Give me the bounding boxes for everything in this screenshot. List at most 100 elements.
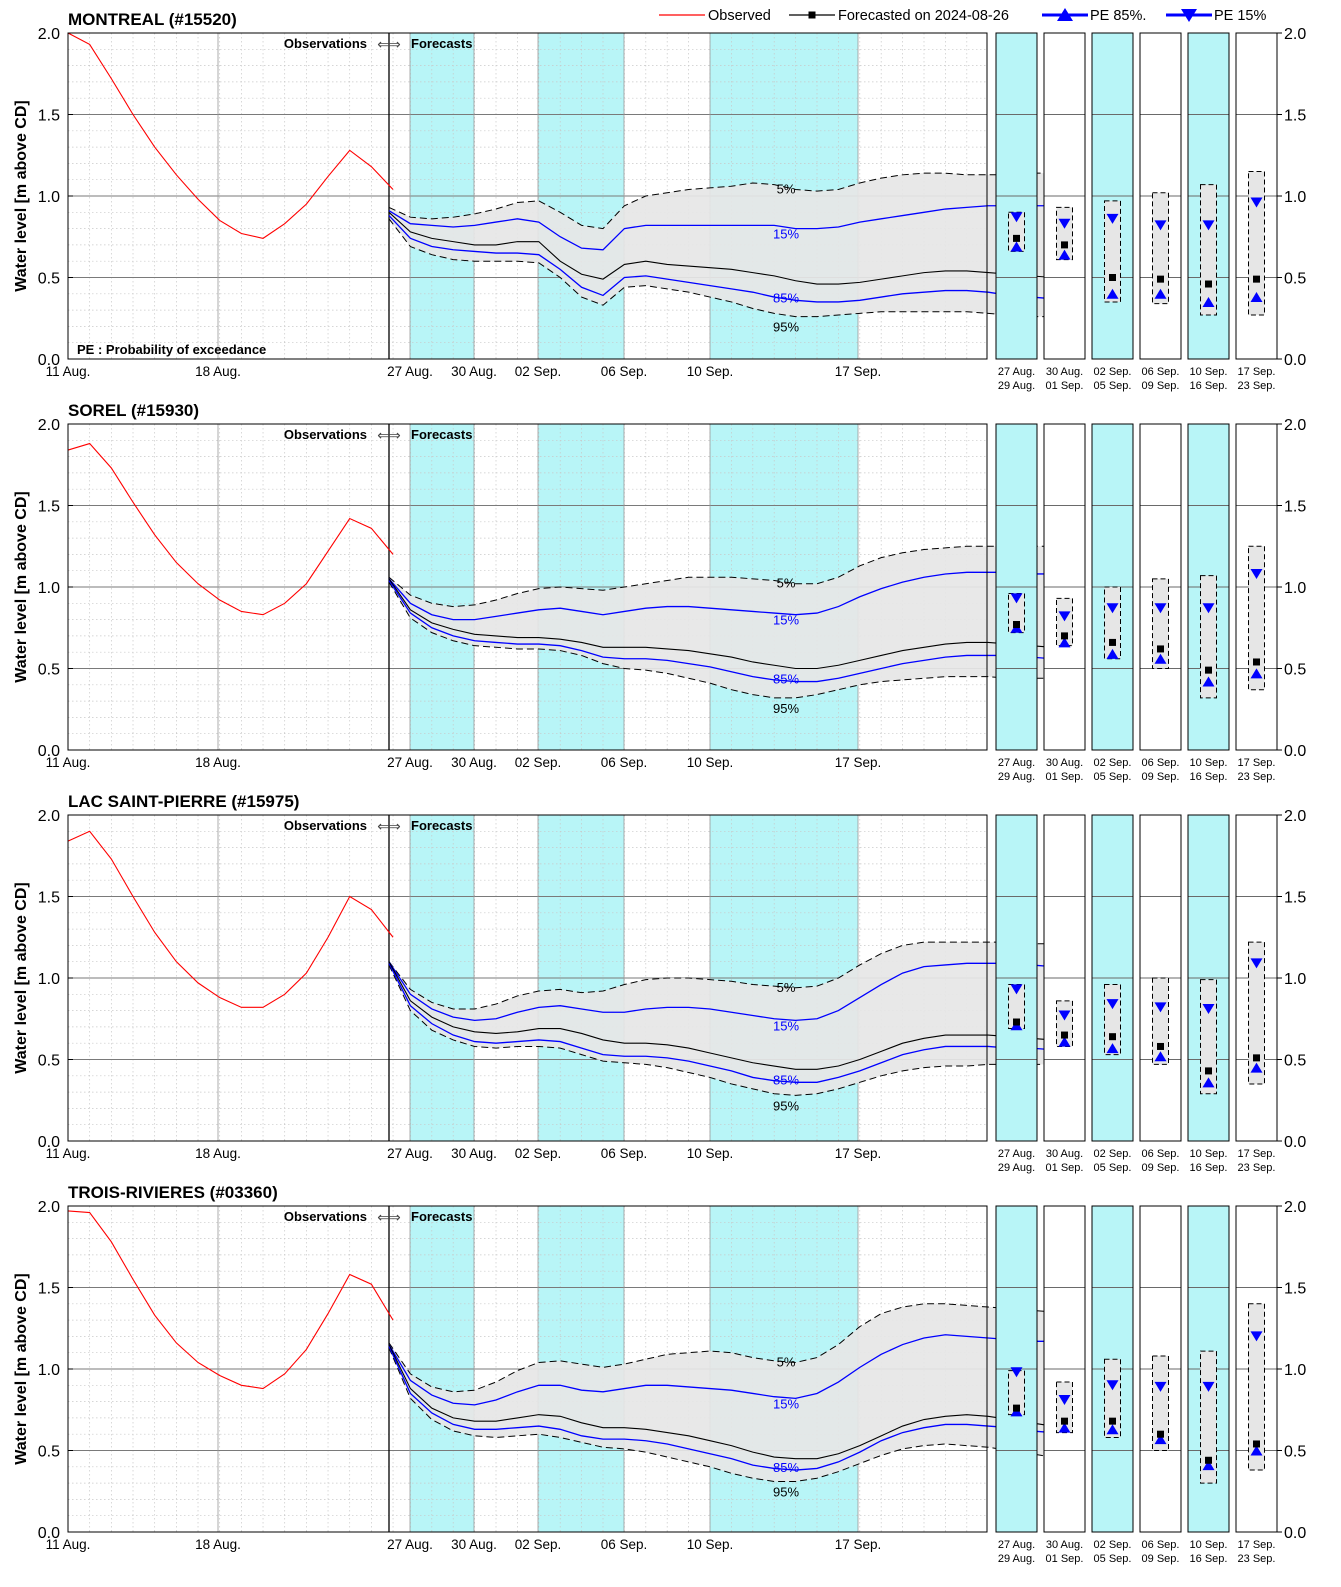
weekly-range-box — [1104, 1358, 1121, 1438]
percentile-label: 95% — [773, 1098, 799, 1113]
pe85-marker — [1154, 1434, 1167, 1445]
forecast-marker — [1061, 632, 1068, 640]
weekly-start-label: 02 Sep. — [1094, 366, 1132, 378]
y-tick-label-right: 2.0 — [1284, 417, 1306, 434]
forecast-marker — [1061, 1031, 1068, 1039]
panel-title: MONTREAL (#15520) — [68, 10, 237, 29]
weekly-panel-frame — [1091, 1205, 1134, 1533]
y-tick-label-right: 0.0 — [1284, 1525, 1306, 1542]
legend-pe85-marker — [1057, 8, 1073, 21]
weekly-end-label: 16 Sep. — [1190, 380, 1228, 392]
pe15-marker — [1106, 603, 1119, 614]
x-tick-label: 06 Sep. — [601, 1537, 648, 1552]
weekly-panel: 17 Sep. 23 Sep. — [1235, 814, 1278, 1174]
legend-pe85-label: PE 85%. — [1090, 8, 1146, 24]
y-tick-label: 0.5 — [38, 662, 60, 679]
forecast-marker — [1205, 666, 1212, 674]
pe85-marker — [1250, 1445, 1263, 1456]
y-tick-label: 0.0 — [38, 1134, 60, 1151]
pe85-marker — [1106, 648, 1119, 659]
weekly-panel: 02 Sep. 05 Sep. — [1091, 423, 1134, 783]
forecast-marker — [1109, 274, 1116, 281]
weekly-end-label: 09 Sep. — [1142, 1162, 1180, 1174]
pe15-marker — [1058, 218, 1071, 229]
weekly-panel: 10 Sep. 16 Sep. — [1187, 423, 1230, 783]
y-tick-label: 2.0 — [38, 26, 60, 43]
weekly-end-label: 05 Sep. — [1094, 771, 1132, 783]
pe85-marker — [1202, 296, 1215, 307]
forecast-marker — [1109, 1033, 1116, 1041]
observed-line — [67, 442, 394, 616]
weekly-panel: 10 Sep. 16 Sep. — [1187, 32, 1230, 392]
x-tick-label: 17 Sep. — [835, 1537, 882, 1552]
y-tick-label: 0.0 — [38, 352, 60, 369]
weekly-range-box — [1248, 1303, 1265, 1471]
y-tick-label-right: 1.0 — [1284, 971, 1306, 988]
weekly-end-label: 01 Sep. — [1046, 771, 1084, 783]
legend-observed-label: Observed — [708, 8, 771, 24]
y-tick-label-right: 0.5 — [1284, 271, 1306, 288]
y-tick-label-right: 1.5 — [1284, 499, 1306, 516]
forecast-marker — [1253, 1440, 1260, 1448]
weekly-start-label: 17 Sep. — [1238, 1539, 1276, 1551]
y-tick-label-right: 0.5 — [1284, 1053, 1306, 1070]
weekly-end-label: 29 Aug. — [998, 380, 1035, 392]
double-arrow-icon: ⇐⇒ — [377, 818, 401, 834]
weekly-end-label: 05 Sep. — [1094, 1553, 1132, 1565]
pe15-line — [388, 961, 1053, 1022]
pe5-line — [388, 545, 1053, 608]
percentile-label: 5% — [777, 980, 796, 995]
y-axis-label: Water level [m above CD] — [13, 1273, 30, 1464]
percentile-label: 15% — [773, 1396, 799, 1411]
weekly-panel: 02 Sep. 05 Sep. — [1091, 814, 1134, 1174]
station-panels: MONTREAL (#15520) Water level [m above CD… — [13, 10, 1306, 1565]
pe15-marker — [1154, 603, 1167, 614]
percentile-label: 85% — [773, 1072, 799, 1087]
forecast-marker — [1109, 1417, 1116, 1425]
weekly-start-label: 02 Sep. — [1094, 1539, 1132, 1551]
x-tick-label: 30 Aug. — [451, 364, 497, 379]
percentile-label: 15% — [773, 1018, 799, 1033]
x-tick-label: 06 Sep. — [601, 1146, 648, 1161]
x-tick-label: 10 Sep. — [687, 1146, 734, 1161]
forecast-uncertainty-band — [389, 1303, 1053, 1482]
forecast-line — [388, 1344, 1053, 1460]
x-tick-label: 11 Aug. — [46, 1146, 91, 1161]
pe85-line — [388, 963, 1053, 1083]
weekly-end-label: 23 Sep. — [1238, 771, 1276, 783]
x-tick-label: 18 Aug. — [195, 1146, 241, 1161]
forecasts-annotation: Forecasts — [411, 427, 472, 442]
weekly-panel-frame — [1187, 32, 1230, 360]
weekly-range-box — [1152, 977, 1169, 1065]
pe15-marker — [1058, 1010, 1071, 1021]
forecast-uncertainty-band — [389, 546, 1053, 698]
forecast-marker — [1205, 1456, 1212, 1464]
weekly-range-box — [1248, 545, 1265, 691]
weekly-panel: 02 Sep. 05 Sep. — [1091, 1205, 1134, 1565]
weekly-range-box — [1152, 192, 1169, 305]
x-tick-label: 02 Sep. — [515, 755, 562, 770]
x-tick-label: 10 Sep. — [687, 364, 734, 379]
pe15-marker — [1202, 1003, 1215, 1014]
forecast-marker — [1205, 280, 1212, 288]
weekly-range-box — [1104, 586, 1121, 660]
y-tick-label-right: 2.0 — [1284, 1199, 1306, 1216]
weekly-range-box — [1248, 171, 1265, 316]
pe95-line — [388, 581, 1053, 699]
weekly-range-box — [1104, 200, 1121, 303]
weekly-end-label: 23 Sep. — [1238, 380, 1276, 392]
double-arrow-icon: ⇐⇒ — [377, 36, 401, 52]
pe85-marker — [1202, 1077, 1215, 1088]
y-tick-label: 0.0 — [38, 1525, 60, 1542]
pe15-marker — [1106, 1380, 1119, 1391]
pe15-marker — [1154, 220, 1167, 231]
weekly-start-label: 02 Sep. — [1094, 1148, 1132, 1160]
y-tick-label-right: 0.0 — [1284, 1134, 1306, 1151]
panel-title: TROIS-RIVIERES (#03360) — [68, 1183, 278, 1202]
double-arrow-icon: ⇐⇒ — [377, 427, 401, 443]
forecasts-annotation: Forecasts — [411, 36, 472, 51]
percentile-label: 15% — [773, 613, 799, 628]
pe15-marker — [1202, 1381, 1215, 1392]
y-tick-label-right: 1.5 — [1284, 1281, 1306, 1298]
pe15-marker — [1202, 220, 1215, 231]
